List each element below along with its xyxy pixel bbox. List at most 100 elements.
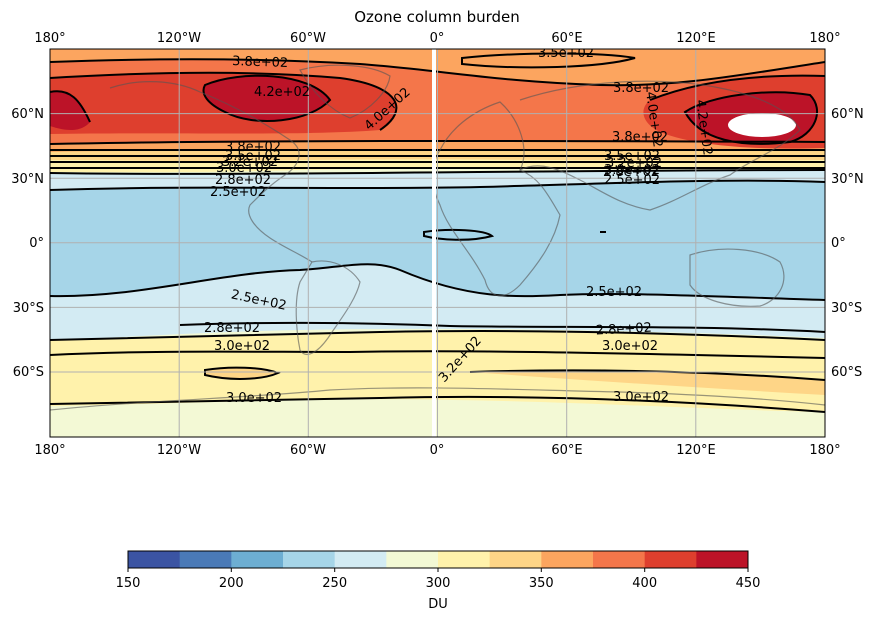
gridlines	[50, 49, 825, 437]
lon-tick-label: 120°W	[157, 31, 201, 46]
lon-tick-label: 180°	[34, 31, 65, 46]
contour-line	[50, 169, 825, 175]
colorbar	[128, 551, 749, 568]
colorbar-segment	[283, 551, 336, 568]
contour-label: 3.0e+02	[602, 339, 658, 354]
lon-ticks-top: 180° 120°W 60°W 0° 60°E 120°E 180°	[34, 31, 840, 46]
colorbar-segment	[231, 551, 284, 568]
prime-meridian-seam	[432, 49, 436, 437]
south-america-coast	[295, 260, 361, 355]
colorbar-tick-label: 300	[426, 576, 451, 591]
lon-tick-label: 60°W	[290, 31, 326, 46]
lon-tick-label: 120°E	[676, 443, 716, 458]
colorbar-segment	[489, 551, 542, 568]
coastlines	[50, 64, 825, 411]
lon-tick-label: 0°	[430, 443, 445, 458]
contour-label: 3.2e+02	[606, 156, 662, 171]
colorbar-tick-label: 450	[736, 576, 761, 591]
band-above-450	[728, 113, 796, 137]
contour-label: 3.8e+02	[612, 130, 668, 145]
colorbar-tick-label: 200	[219, 576, 244, 591]
colorbar-ticks: 150 200 250 300 350 400 450	[116, 576, 761, 591]
contour-line	[50, 71, 398, 131]
greenland-coast	[299, 64, 391, 119]
contour-line	[50, 160, 825, 164]
lat-ticks-left: 60°N 30°N 0° 30°S 60°S	[11, 107, 44, 380]
contour-label: 2.5e+02	[604, 173, 660, 188]
lon-tick-label: 0°	[430, 31, 445, 46]
map-title: Ozone column burden	[354, 8, 520, 26]
contour-label: 3.0e+02	[613, 390, 669, 405]
contour-line	[50, 350, 825, 359]
contour-label: 2.8e+02	[595, 321, 652, 339]
lat-tick-label: 30°N	[831, 172, 864, 187]
contour-line	[50, 263, 825, 301]
lon-tick-label: 60°E	[551, 31, 582, 46]
map-panel: 3.8e+02 4.2e+02 4.0e+02 3.5e+02 3.8e+02 …	[50, 46, 825, 437]
contour-label: 3.5e+02	[538, 46, 594, 61]
contour-line	[179, 321, 825, 333]
contour-line	[683, 91, 819, 145]
australia-coast	[689, 248, 785, 307]
colorbar-segment	[644, 551, 697, 568]
colorbar-segment	[438, 551, 491, 568]
colorbar-tick-label: 150	[116, 576, 141, 591]
contour-label: 3.5e+02	[604, 149, 660, 164]
lon-tick-label: 120°E	[676, 31, 716, 46]
contour-label: 3.8e+02	[232, 54, 289, 71]
contour-line	[50, 90, 91, 123]
colorbar-tick-label: 250	[322, 576, 347, 591]
colorbar-segment	[386, 551, 439, 568]
asia-coast	[519, 80, 801, 211]
antarctica-coast	[50, 387, 825, 411]
contour-label: 3.0e+02	[604, 163, 660, 178]
colorbar-segment	[334, 551, 387, 568]
contour-line	[50, 154, 825, 158]
lon-tick-label: 60°E	[551, 443, 582, 458]
lon-tick-label: 60°W	[290, 443, 326, 458]
contour-label: 2.5e+02	[586, 285, 642, 300]
lat-tick-label: 0°	[831, 236, 846, 251]
map-frame	[49, 48, 826, 438]
colorbar-segment	[696, 551, 749, 568]
contour-label: 3.0e+02	[214, 339, 270, 354]
lon-tick-label: 180°	[34, 443, 65, 458]
lat-tick-label: 30°S	[13, 301, 44, 316]
colorbar-tick-label: 400	[632, 576, 657, 591]
contour-label: 2.8e+02	[215, 173, 271, 188]
lat-tick-label: 60°S	[13, 365, 44, 380]
lat-tick-label: 60°N	[11, 107, 44, 122]
lon-ticks-bottom: 180° 120°W 60°W 0° 60°E 120°E 180°	[34, 443, 840, 458]
contour-label: 3.0e+02	[216, 161, 272, 176]
contour-line	[204, 366, 281, 380]
lon-tick-label: 180°	[809, 31, 840, 46]
colorbar-segment	[541, 551, 594, 568]
contour-line	[461, 52, 636, 69]
north-america-coast	[109, 81, 313, 263]
lat-tick-label: 0°	[29, 236, 44, 251]
colorbar-segment	[128, 551, 181, 568]
lat-tick-label: 30°S	[831, 301, 862, 316]
contour-line	[50, 166, 825, 170]
contour-line	[202, 74, 332, 123]
contour-label: 3.8e+02	[613, 81, 669, 96]
contour-label: 2.8e+02	[603, 165, 659, 180]
contour-line	[50, 139, 825, 145]
lat-tick-label: 60°S	[831, 365, 862, 380]
contour-label: 4.2e+02	[254, 85, 310, 100]
contour-label: 3.2e+02	[222, 155, 278, 170]
contour-label: 3.5e+02	[225, 149, 281, 164]
contour-label: 3.0e+02	[226, 391, 282, 406]
colorbar-tick-marks	[127, 568, 749, 572]
colorbar-label: DU	[428, 597, 448, 612]
band-425-450	[50, 75, 818, 144]
contour-label: 2.8e+02	[204, 321, 260, 336]
contour-line	[50, 58, 825, 87]
contour-line	[649, 74, 825, 101]
colorbar-segment	[593, 551, 646, 568]
lon-tick-label: 180°	[809, 443, 840, 458]
lon-tick-label: 120°W	[157, 443, 201, 458]
contour-label: 3.8e+02	[225, 140, 281, 155]
colorbar-segment	[179, 551, 232, 568]
